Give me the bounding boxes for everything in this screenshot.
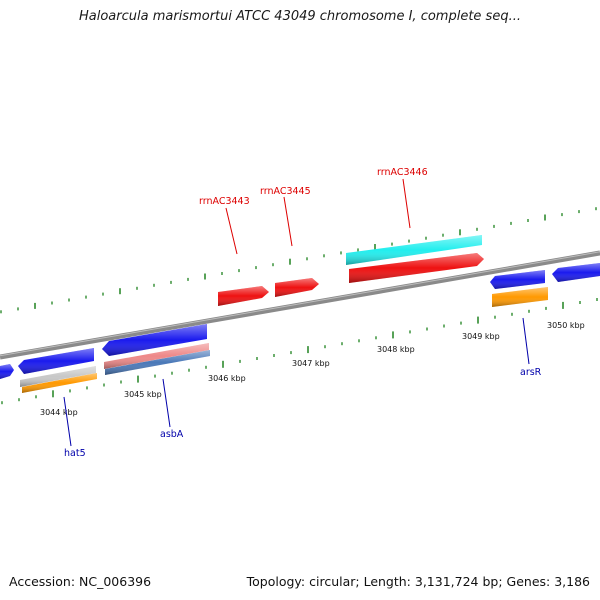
label-leader-lines — [63, 178, 530, 447]
feature-asbA-pink[interactable] — [104, 343, 209, 369]
feature-grey-track[interactable] — [20, 366, 96, 387]
label-asbA[interactable]: asbA — [160, 429, 184, 440]
feature-rrnAC3445[interactable] — [275, 278, 319, 297]
label-rrnAC3443[interactable]: rrnAC3443 — [199, 196, 250, 207]
label-hat5[interactable]: hat5 — [64, 448, 86, 459]
feature-hat5[interactable] — [22, 373, 97, 393]
feature-cds-c[interactable] — [102, 324, 207, 356]
accession-text: Accession: NC_006396 — [9, 574, 152, 589]
topology-summary: Topology: circular; Length: 3,131,724 bp… — [246, 574, 590, 589]
chromosome-backbone-highlight — [0, 251, 600, 357]
chromosome-backbone — [0, 250, 600, 360]
scale-labels: 3044 kbp 3045 kbp 3046 kbp 3047 kbp 3048… — [40, 321, 585, 417]
label-arsR[interactable]: arsR — [520, 367, 542, 378]
scale-label-3049: 3049 kbp — [462, 332, 500, 341]
feature-labels: rrnAC3443 rrnAC3445 rrnAC3446 hat5 asbA … — [64, 167, 542, 459]
feature-rrnAC3443[interactable] — [218, 286, 269, 306]
scale-ticks-upper — [0, 207, 597, 314]
scale-label-3045: 3045 kbp — [124, 390, 162, 399]
rrna-features[interactable] — [218, 253, 484, 306]
cds-features-blue[interactable] — [0, 263, 600, 379]
feature-cds-e[interactable] — [552, 263, 600, 282]
label-rrnAC3445[interactable]: rrnAC3445 — [260, 186, 311, 197]
scale-label-3050: 3050 kbp — [547, 321, 585, 330]
map-title: Haloarcula marismortui ATCC 43049 chromo… — [79, 9, 521, 24]
scale-label-3044: 3044 kbp — [40, 408, 78, 417]
feature-rrnAC3446[interactable] — [349, 253, 484, 283]
feature-cyan[interactable] — [346, 235, 482, 265]
feature-cds-d[interactable] — [490, 270, 545, 289]
scale-ticks-lower — [1, 298, 598, 405]
feature-cds-b[interactable] — [18, 348, 94, 374]
scale-label-3047: 3047 kbp — [292, 359, 330, 368]
feature-arsR[interactable] — [492, 287, 548, 307]
label-rrnAC3446[interactable]: rrnAC3446 — [377, 167, 428, 178]
scale-label-3048: 3048 kbp — [377, 345, 415, 354]
feature-cds-a[interactable] — [0, 364, 14, 379]
scale-label-3046: 3046 kbp — [208, 374, 246, 383]
feature-asbA[interactable] — [105, 350, 210, 375]
